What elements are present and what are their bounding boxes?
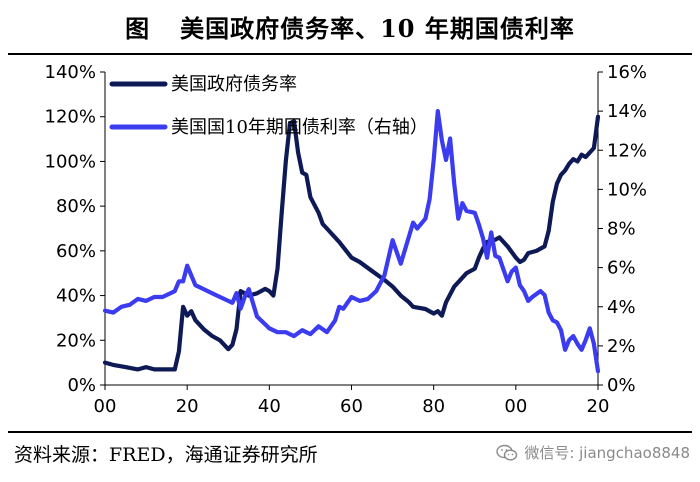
legend-label: 美国政府债务率 xyxy=(171,74,297,95)
treasury-yield-line xyxy=(102,108,601,374)
right-tick-label: 0% xyxy=(607,375,636,396)
debt-ratio-line xyxy=(102,114,601,372)
title-divider xyxy=(8,53,692,55)
x-tick-label: 40 xyxy=(258,396,281,417)
right-tick-label: 6% xyxy=(607,258,636,279)
right-tick-label: 10% xyxy=(607,179,647,200)
x-tick-label: 20 xyxy=(587,396,610,417)
watermark: 微信号: jiangchao8848 xyxy=(496,442,690,463)
left-tick-label: 80% xyxy=(56,196,96,217)
right-tick-label: 2% xyxy=(607,336,636,357)
right-tick-label: 8% xyxy=(607,219,636,240)
figure-label: 图 xyxy=(125,13,151,43)
x-tick-label: 00 xyxy=(94,396,117,417)
left-tick-label: 20% xyxy=(56,330,96,351)
right-tick-label: 14% xyxy=(607,101,647,122)
left-tick-label: 0% xyxy=(67,375,96,396)
wechat-icon xyxy=(496,444,518,461)
legend-label: 美国国10年期国债利率（右轴） xyxy=(171,117,428,138)
left-tick-label: 140% xyxy=(45,62,96,83)
right-tick-label: 12% xyxy=(607,140,647,161)
x-tick-label: 60 xyxy=(340,396,363,417)
source-note: 资料来源：FRED，海通证券研究所 xyxy=(14,444,318,466)
left-tick-label: 60% xyxy=(56,241,96,262)
right-tick-label: 4% xyxy=(607,297,636,318)
figure-title: 美国政府债务率、10 年期国债利率 xyxy=(180,13,575,43)
line-chart: 0% 20% 40% 60% 80% 100% 120% 140% 0% 2% 4% 6% 8% 10% 1… xyxy=(45,62,647,417)
right-tick-label: 16% xyxy=(607,62,647,83)
left-tick-label: 40% xyxy=(56,286,96,307)
chart-title: 图 美国政府债务率、10 年期国债利率 xyxy=(0,0,700,52)
x-tick-label: 20 xyxy=(176,396,199,417)
x-tick-label: 80 xyxy=(422,396,445,417)
watermark-text: 微信号: jiangchao8848 xyxy=(524,444,690,462)
left-tick-label: 120% xyxy=(45,107,96,128)
x-tick-label: 00 xyxy=(504,396,527,417)
left-tick-label: 100% xyxy=(45,151,96,172)
source-divider xyxy=(8,431,692,433)
